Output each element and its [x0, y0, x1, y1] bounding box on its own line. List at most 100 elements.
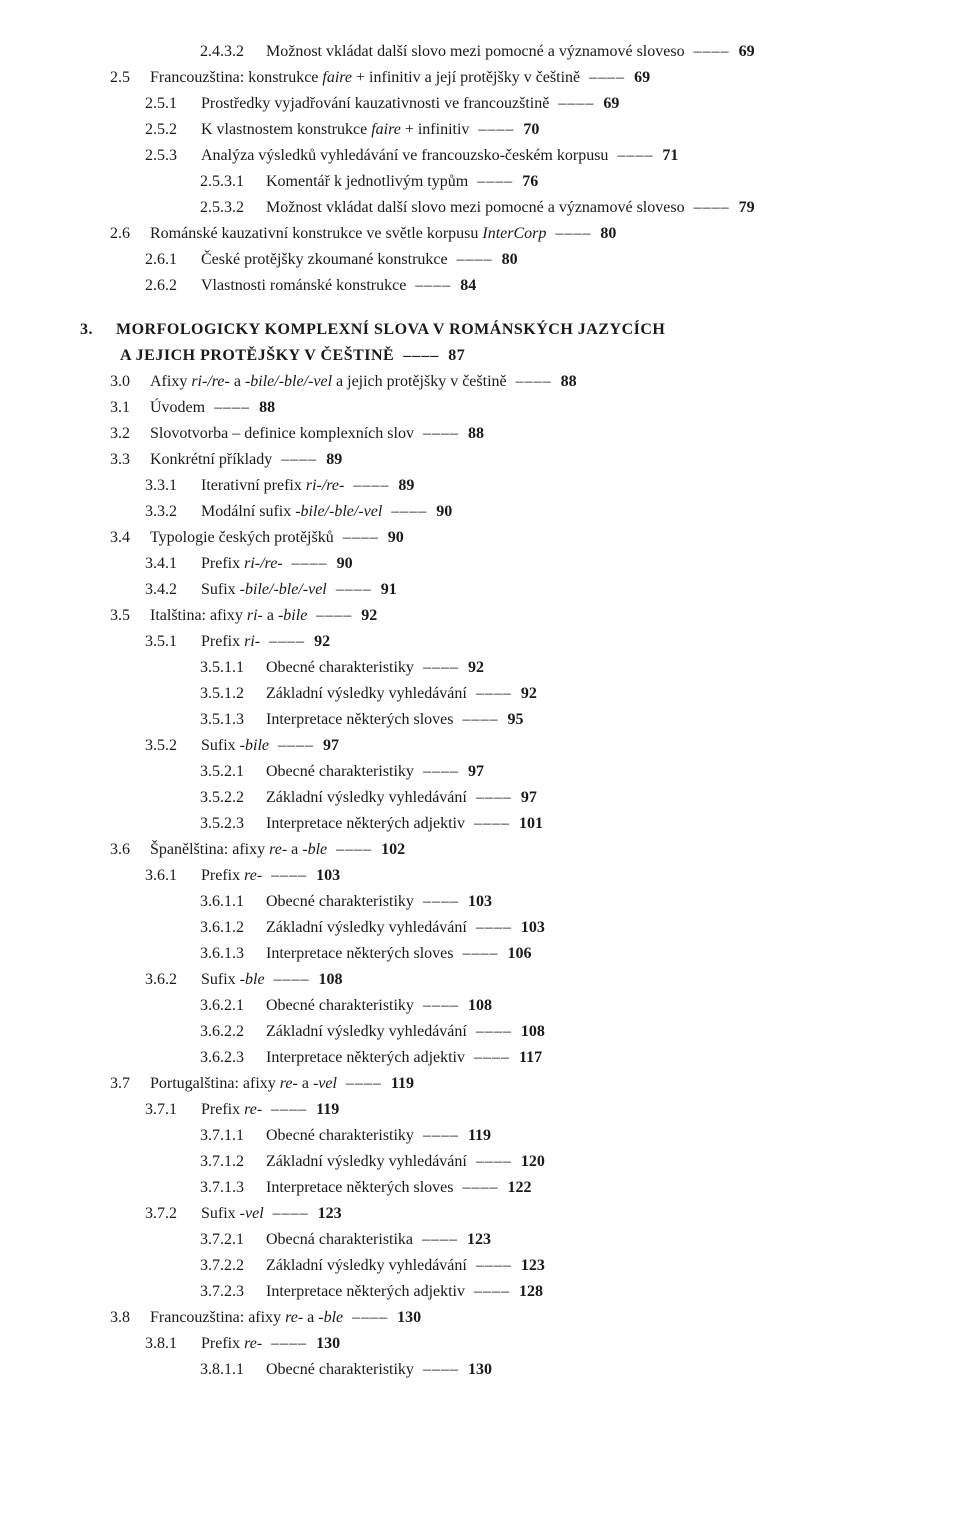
toc-title: Konkrétní příklady –––– 89: [140, 448, 900, 472]
toc-entry: 3.6.2.2Základní výsledky vyhledávání –––…: [80, 1020, 900, 1044]
toc-entry: 2.5.1Prostředky vyjadřování kauzativnost…: [80, 92, 900, 116]
toc-title: Úvodem –––– 88: [140, 396, 900, 420]
toc-number: 3.7.2.3: [200, 1280, 256, 1304]
toc-title: Typologie českých protějšků –––– 90: [140, 526, 900, 550]
toc-number: 3.5.2.1: [200, 760, 256, 784]
toc-separator: ––––: [264, 633, 310, 650]
toc-page-number: 122: [507, 1179, 531, 1196]
toc-entry: 2.6.1České protějšky zkoumané konstrukce…: [80, 248, 900, 272]
toc-number: 3.4.2: [145, 578, 191, 602]
toc-page-number: 89: [398, 477, 414, 494]
toc-page-number: 80: [600, 225, 616, 242]
toc-separator: ––––: [473, 121, 519, 138]
toc-separator: ––––: [417, 1231, 463, 1248]
toc-number: 3.7.1.1: [200, 1124, 256, 1148]
toc-page-number: 103: [468, 893, 492, 910]
toc-title: Základní výsledky vyhledávání –––– 123: [256, 1254, 900, 1278]
toc-entry: 3.6.1.2Základní výsledky vyhledávání –––…: [80, 916, 900, 940]
toc-page-number: 108: [319, 971, 343, 988]
toc-page-number: 88: [561, 373, 577, 390]
toc-number: 3.7.2.2: [200, 1254, 256, 1278]
toc-page-number: 117: [519, 1049, 542, 1066]
toc-entry: 3.7.1.1Obecné charakteristiky –––– 119: [80, 1124, 900, 1148]
toc-entry: 2.6.2Vlastnosti románské konstrukce ––––…: [80, 274, 900, 298]
toc-title: Prefix re- –––– 130: [191, 1332, 900, 1356]
toc-number: 3.6: [110, 838, 140, 862]
toc-entry: 3.1Úvodem –––– 88: [80, 396, 900, 420]
toc-title: Interpretace některých adjektiv –––– 117: [256, 1046, 900, 1070]
toc-separator: ––––: [418, 893, 464, 910]
toc-separator: ––––: [331, 841, 377, 858]
toc-page-number: 130: [316, 1335, 340, 1352]
toc-separator: ––––: [471, 1257, 517, 1274]
toc-entry: A JEJICH PROTĚJŠKY V ČEŠTINĚ –––– 87: [80, 344, 900, 368]
toc-page-number: 128: [519, 1283, 543, 1300]
toc-entry: 3.3.1Iterativní prefix ri-/re- –––– 89: [80, 474, 900, 498]
toc-number: 3.6.2.3: [200, 1046, 256, 1070]
toc-separator: ––––: [469, 1283, 515, 1300]
toc-entry: 3.4Typologie českých protějšků –––– 90: [80, 526, 900, 550]
toc-title: Francouzština: afixy re- a -ble –––– 130: [140, 1306, 900, 1330]
toc-entry: 3.5.1Prefix ri- –––– 92: [80, 630, 900, 654]
toc-title: Interpretace některých sloves –––– 106: [256, 942, 900, 966]
toc-number: 3.8: [110, 1306, 140, 1330]
toc-separator: ––––: [457, 711, 503, 728]
toc-page-number: 80: [502, 251, 518, 268]
toc-title: Komentář k jednotlivým typům –––– 76: [256, 170, 900, 194]
toc-entry: 3.4.2Sufix -bile/-ble/-vel –––– 91: [80, 578, 900, 602]
toc-page-number: 103: [521, 919, 545, 936]
toc-separator: ––––: [689, 43, 735, 60]
toc-title: Možnost vkládat další slovo mezi pomocné…: [256, 196, 900, 220]
toc-separator: ––––: [331, 581, 377, 598]
toc-number: 3.7.1.2: [200, 1150, 256, 1174]
toc-page-number: 89: [326, 451, 342, 468]
toc-number: 2.4.3.2: [200, 40, 256, 64]
toc-page-number: 76: [522, 173, 538, 190]
toc-number: 3.5.1.1: [200, 656, 256, 680]
toc-separator: ––––: [311, 607, 357, 624]
toc-separator: ––––: [276, 451, 322, 468]
toc-separator: ––––: [471, 789, 517, 806]
toc-title: Obecné charakteristiky –––– 108: [256, 994, 900, 1018]
toc-number: 3.5.2: [145, 734, 191, 758]
toc-title: Základní výsledky vyhledávání –––– 103: [256, 916, 900, 940]
toc-title: Obecná charakteristika –––– 123: [256, 1228, 900, 1252]
toc-separator: ––––: [418, 763, 464, 780]
toc-entry: 3.6.1Prefix re- –––– 103: [80, 864, 900, 888]
toc-title: Portugalština: afixy re- a -vel –––– 119: [140, 1072, 900, 1096]
toc-entry: 3.6Španělština: afixy re- a -ble –––– 10…: [80, 838, 900, 862]
toc-number: 3.8.1: [145, 1332, 191, 1356]
toc-page-number: 120: [521, 1153, 545, 1170]
toc-entry: 3.7.2Sufix -vel –––– 123: [80, 1202, 900, 1226]
toc-page-number: 69: [603, 95, 619, 112]
toc-separator: ––––: [341, 1075, 387, 1092]
toc-title: Sufix -bile/-ble/-vel –––– 91: [191, 578, 900, 602]
toc-separator: ––––: [511, 373, 557, 390]
toc-title: Obecné charakteristiky –––– 92: [256, 656, 900, 680]
toc-page-number: 87: [448, 347, 465, 364]
toc-entry: 2.5.3Analýza výsledků vyhledávání ve fra…: [80, 144, 900, 168]
toc-title: Možnost vkládat další slovo mezi pomocné…: [256, 40, 900, 64]
toc-page-number: 123: [318, 1205, 342, 1222]
toc-entry: 3.6.1.1Obecné charakteristiky –––– 103: [80, 890, 900, 914]
toc-separator: ––––: [469, 1049, 515, 1066]
toc-number: 3.7.2.1: [200, 1228, 256, 1252]
toc-page-number: 70: [523, 121, 539, 138]
toc-page-number: 90: [337, 555, 353, 572]
toc-entry: 2.5.2K vlastnostem konstrukce faire + in…: [80, 118, 900, 142]
toc-separator: ––––: [348, 477, 394, 494]
toc-page-number: 88: [259, 399, 275, 416]
toc-page-number: 102: [381, 841, 405, 858]
toc-separator: ––––: [347, 1309, 393, 1326]
toc-page-number: 97: [323, 737, 339, 754]
toc-entry: 3.5.2.3Interpretace některých adjektiv –…: [80, 812, 900, 836]
toc-number: 3.3.1: [145, 474, 191, 498]
toc-number: 3.0: [110, 370, 140, 394]
toc-entry: 3.5.1.3Interpretace některých sloves –––…: [80, 708, 900, 732]
toc-page-number: 69: [739, 43, 755, 60]
toc-page-number: 92: [314, 633, 330, 650]
toc-number: 3.4.1: [145, 552, 191, 576]
toc-page-number: 130: [468, 1361, 492, 1378]
toc-separator: ––––: [689, 199, 735, 216]
toc-page-number: 69: [634, 69, 650, 86]
